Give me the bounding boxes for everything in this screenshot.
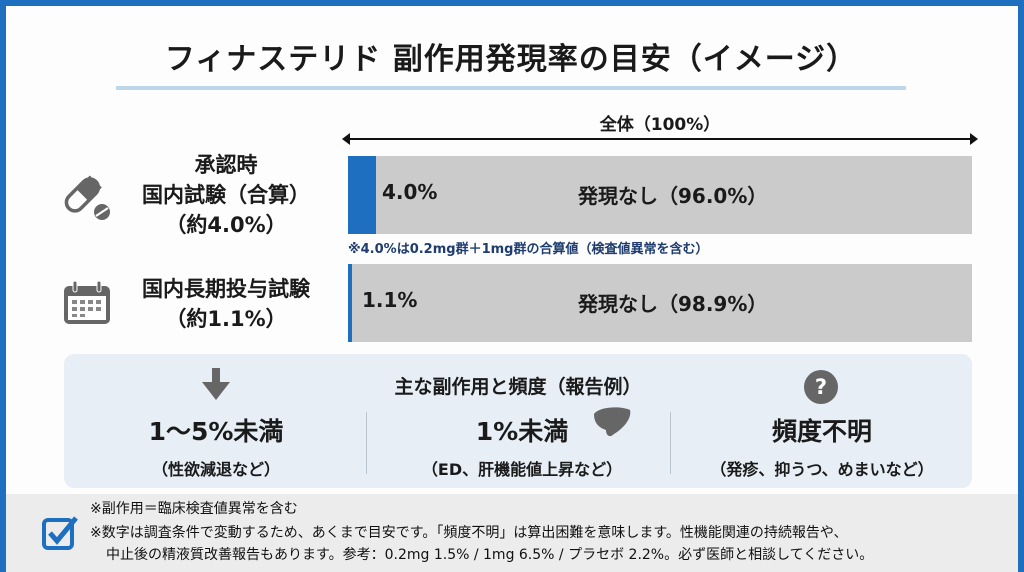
frequency-examples: （発疹、抑うつ、めまいなど） [710, 460, 934, 479]
liver-icon [594, 407, 631, 437]
title-underline [116, 86, 906, 90]
panel-title: 主な副作用と頻度（報告例） [394, 376, 642, 398]
row1-bar: 4.0% 発現なし（96.0%） [348, 156, 972, 234]
row1-value-label: 4.0% [382, 180, 438, 204]
footer-line: 中止後の精液質改善報告もあります。参考：0.2mg 1.5% / 1mg 6.5… [106, 547, 874, 563]
arrow-down-icon [202, 368, 230, 400]
frequency-value: 1〜5%未満 [148, 417, 284, 446]
row1-note: ※4.0%は0.2mg群＋1mg群の合算値（検査値異常を含む） [348, 242, 709, 257]
row1-label: 承認時 国内試験（合算） （約4.0%） [116, 150, 336, 240]
side-effects-panel: 主な副作用と頻度（報告例） ? 1〜5%未満 （性欲減退など） 1%未満 （ED、肝… [64, 354, 972, 488]
frequency-column-1-5: 1〜5%未満 （性欲減退など） [66, 412, 366, 480]
row1-label-line: （約4.0%） [165, 213, 287, 237]
footer-line: ※副作用＝臨床検査値異常を含む [90, 501, 298, 517]
row1-label-line: 承認時 [194, 153, 258, 177]
divider [670, 412, 671, 474]
footer-line: ※数字は調査条件で変動するため、あくまで目安です。「頻度不明」は算出困難を意味し… [90, 525, 848, 541]
calendar-icon [64, 280, 110, 324]
frequency-value: 1%未満 [475, 417, 569, 446]
row1-label-line: 国内試験（合算） [142, 183, 310, 207]
row2-label-line: （約1.1%） [165, 307, 287, 331]
row2-label-line: 国内長期投与試験 [142, 277, 310, 301]
row1-none-label: 発現なし（96.0%） [578, 184, 768, 208]
question-circle-icon: ? [804, 370, 838, 404]
row2-bar-fill [348, 264, 353, 342]
axis-double-arrow [342, 133, 978, 145]
row2-value-label: 1.1% [362, 288, 418, 312]
footer-notes: ※副作用＝臨床検査値異常を含む ※数字は調査条件で変動するため、あくまで目安です… [0, 494, 1024, 572]
row2-bar: 1.1% 発現なし（98.9%） [348, 264, 972, 342]
svg-text:?: ? [815, 375, 827, 399]
divider [366, 412, 367, 474]
frequency-value: 頻度不明 [771, 417, 872, 446]
checkbox-checked-icon [42, 516, 78, 550]
frequency-examples: （性欲減退など） [151, 460, 280, 479]
pill-capsule-icon [64, 175, 110, 220]
page-title: フィナステリド 副作用発現率の目安（イメージ） [164, 42, 858, 77]
axis-label: 全体（100%） [599, 115, 721, 135]
row2-none-label: 発現なし（98.9%） [578, 292, 768, 316]
row2-label: 国内長期投与試験 （約1.1%） [116, 274, 336, 334]
frequency-column-unknown: 頻度不明 （発疹、抑うつ、めまいなど） [672, 412, 972, 480]
frequency-column-under-1: 1%未満 （ED、肝機能値上昇など） [372, 412, 672, 480]
row1-bar-fill [348, 156, 376, 234]
frequency-examples: （ED、肝機能値上昇など） [421, 460, 623, 479]
infographic-frame: フィナステリド 副作用発現率の目安（イメージ） 全体（100%） 承認時 国内試… [0, 0, 1024, 494]
